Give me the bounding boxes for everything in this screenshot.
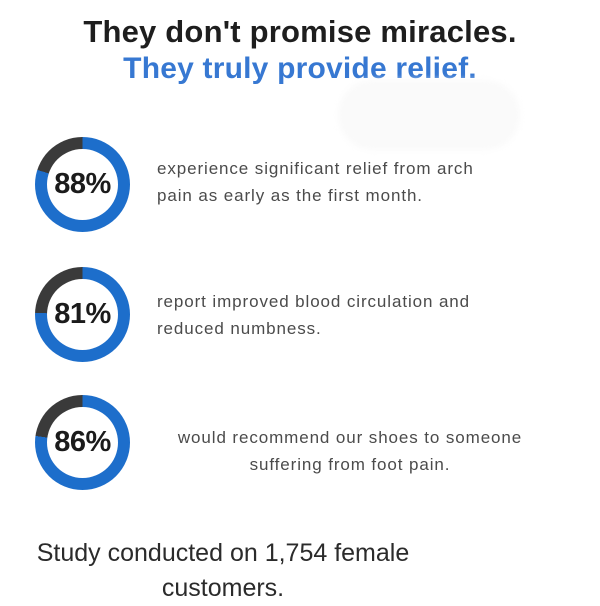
percent-value: 86% — [54, 426, 111, 458]
progress-ring-86: 86% — [35, 395, 130, 490]
progress-ring-81: 81% — [35, 267, 130, 362]
stat-description-line: pain as early as the first month. — [157, 186, 423, 205]
stat-description-line: reduced numbness. — [157, 319, 322, 338]
subheadline: They truly provide relief. — [123, 52, 477, 85]
stat-description: would recommend our shoes to someone suf… — [140, 424, 560, 478]
stat-description-line: suffering from foot pain. — [249, 455, 451, 474]
progress-ring-88: 88% — [35, 137, 130, 232]
study-note-line: Study conducted on 1,754 female — [36, 539, 410, 567]
stat-row-recommend: 86% would recommend our shoes to someone… — [0, 395, 600, 491]
study-note: Study conducted on 1,754 female customer… — [0, 536, 446, 606]
stat-description-line: report improved blood circulation and — [157, 292, 471, 311]
stat-description: report improved blood circulation and re… — [157, 288, 577, 342]
progress-ring-center: 86% — [47, 407, 118, 478]
percent-value: 88% — [54, 168, 111, 200]
stat-description-line: experience significant relief from arch — [157, 159, 474, 178]
progress-ring-center: 81% — [47, 279, 118, 350]
faint-background-blob — [338, 80, 520, 150]
stat-description-line: would recommend our shoes to someone — [177, 428, 523, 447]
study-note-line: customers. — [161, 574, 285, 602]
progress-ring-center: 88% — [47, 149, 118, 220]
percent-value: 81% — [54, 298, 111, 330]
stat-row-arch-pain: 88% experience significant relief from a… — [0, 137, 600, 233]
stat-description: experience significant relief from arch … — [157, 155, 577, 209]
headline: They don't promise miracles. — [83, 14, 517, 49]
stat-row-circulation: 81% report improved blood circulation an… — [0, 267, 600, 363]
header: They don't promise miracles. They truly … — [0, 14, 600, 86]
